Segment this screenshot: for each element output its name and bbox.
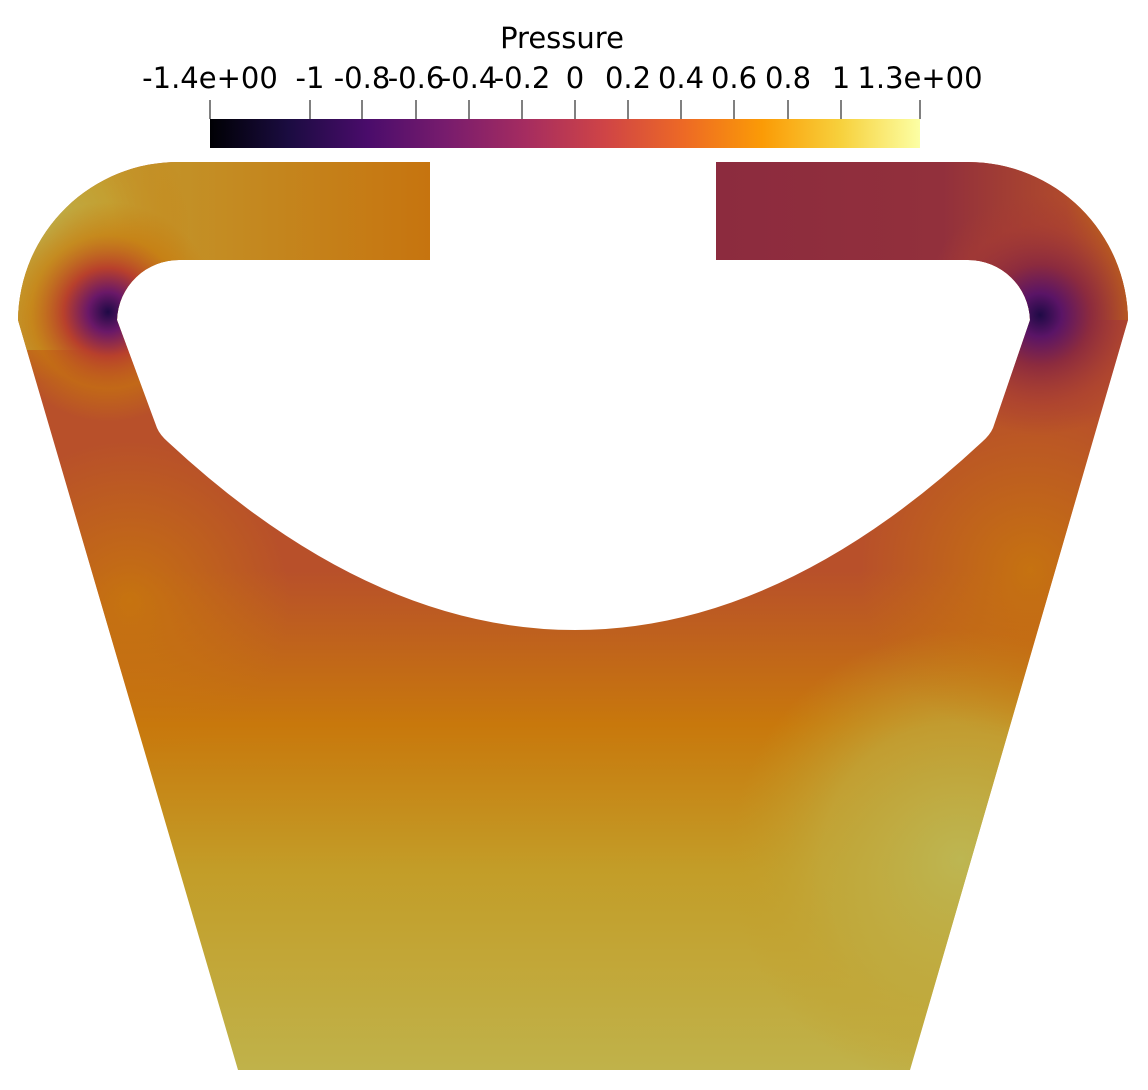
- colorbar-tick-label: 0.2: [605, 61, 651, 95]
- colorbar-tick-label: -0.2: [494, 61, 551, 95]
- colorbar-gradient: [210, 119, 920, 148]
- colorbar-tick-label: 1: [832, 61, 850, 95]
- pressure-field: [18, 161, 1128, 1070]
- colorbar-title: Pressure: [500, 21, 624, 55]
- colorbar-tick-label: -0.4: [441, 61, 498, 95]
- colorbar-ticks: [209, 100, 921, 119]
- colorbar: Pressure -1.4e+00 1.3e+00 -1 -0.8-0.6-0.4…: [142, 21, 983, 148]
- colorbar-min-label: -1.4e+00: [142, 61, 278, 95]
- colorbar-tick-label: -0.8: [334, 61, 391, 95]
- colorbar-tick-label: -0.6: [388, 61, 445, 95]
- colorbar-tick-label: 0.8: [765, 61, 811, 95]
- colorbar-tick-labels: -1.4e+00 1.3e+00 -1 -0.8-0.6-0.4-0.2 0 0.2 0…: [142, 61, 982, 95]
- colorbar-max-label: 1.3e+00: [857, 61, 982, 95]
- colorbar-tick-label: 0.6: [711, 61, 757, 95]
- colorbar-tick-label: 0.4: [658, 61, 704, 95]
- colorbar-tick-label: 0: [566, 61, 584, 95]
- field-shading: [18, 161, 1128, 1070]
- colorbar-tick-label: -1: [296, 61, 325, 95]
